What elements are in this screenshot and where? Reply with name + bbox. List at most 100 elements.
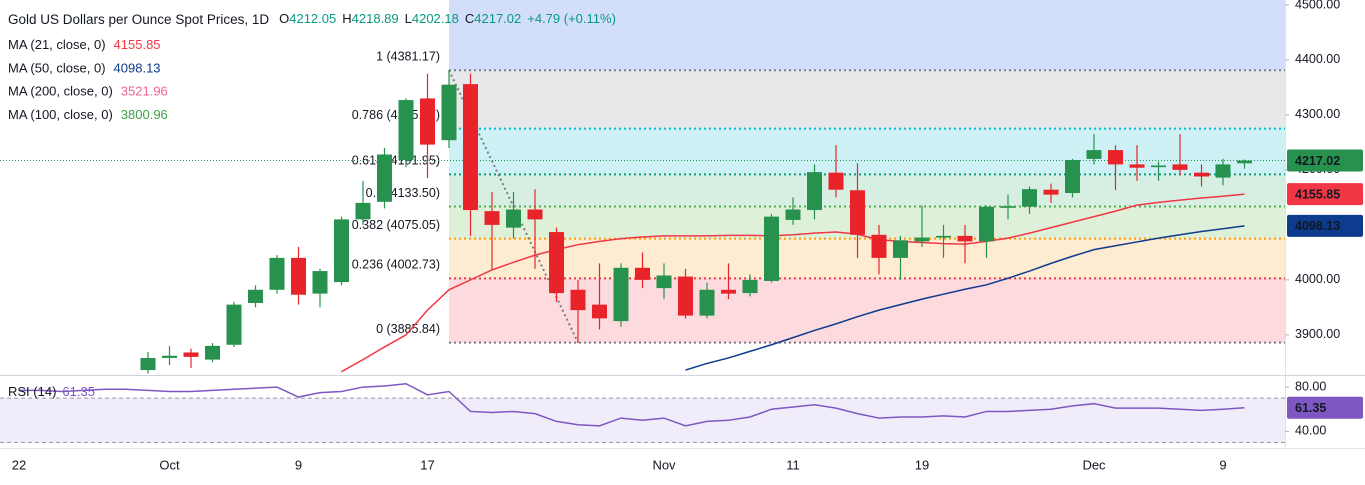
fib-label: 0.618 (4191.95) [352,154,440,168]
candle-body [355,202,371,220]
header: Gold US Dollars per Ounce Spot Prices, 1… [8,11,616,26]
y-tick-label: 4300.00 [1295,107,1340,121]
candle-body [1000,206,1016,208]
ohlc-letter: O [279,11,289,26]
x-tick-label: 17 [420,457,434,472]
ma-legend: MA (50, close, 0) 4098.13 [8,61,161,76]
x-tick-label: 22 [12,457,26,472]
candle-body [570,289,586,311]
candle-body [312,271,328,294]
candle-body [613,267,629,322]
candle-body [742,279,758,294]
candle-body [764,216,779,281]
candle-body [1129,164,1145,168]
chart-layer: 1 (4381.17) 0.786 (4275.17) 0.618 (4191.95… [0,0,1365,472]
candle-body [592,304,607,319]
ohlc-letter: H [342,11,351,26]
candle-body [957,235,973,242]
y-tick-label: 4400.00 [1295,52,1340,66]
candle-body [226,304,242,345]
candle-body [1151,165,1166,168]
candle-body [463,84,478,211]
candle-body [205,345,220,360]
ma-legend: MA (200, close, 0) 3521.96 [8,84,168,99]
candle-body [377,154,392,202]
candle-body [1237,160,1252,164]
candle-body [1065,160,1080,193]
candle-body [269,257,285,290]
candle-body [334,219,349,283]
ma-legend-name: MA (21, close, 0) [8,37,106,52]
candle-body [678,276,693,316]
candle-body [291,257,306,295]
candle-body [183,352,199,357]
candle-body [721,289,736,294]
candle-body [140,357,156,371]
candle-body [914,237,930,242]
y-tick-label: 4000.00 [1295,272,1340,286]
ohlc-value: 4212.05 [289,11,336,26]
candle-body [506,209,521,228]
candle-body [484,211,500,225]
candle-body [1215,164,1231,178]
x-tick-label: Dec [1082,457,1106,472]
fib-band [449,278,1285,343]
candle-body [871,234,887,258]
ma21-price-label-box [1287,183,1363,206]
ma50-price-label-box [1287,214,1363,237]
candle-body [656,275,672,289]
ma21-price-label: 4155.85 [1295,187,1340,201]
candle-body [699,289,715,316]
candle-body [893,240,908,258]
candle-body [398,100,414,161]
fib-label: 0.786 (4275.17) [352,108,440,122]
fib-label: 0 (3885.84) [376,322,440,336]
ma-legend: MA (21, close, 0) 4155.85 [8,37,161,52]
fib-band [449,206,1285,239]
ohlc-value: 4218.89 [352,11,399,26]
last-price-label: 4217.02 [1295,154,1340,168]
candle-body [936,235,951,238]
candle-body [785,209,801,220]
rsi-y-tick-label: 80.00 [1295,379,1326,393]
x-tick-label: Oct [159,457,180,472]
candle-body [441,84,457,141]
fib-label: 1 (4381.17) [376,50,440,64]
candle-body [1022,189,1037,207]
ohlc-letter: L [405,11,412,26]
ma-legend-name: MA (100, close, 0) [8,107,113,122]
candle-body [1194,172,1209,177]
ohlc-value: 4217.02 [474,11,521,26]
candle-body [162,355,177,358]
rsi-value-label: 61.35 [1295,401,1326,415]
fib-band [449,128,1285,175]
fib-label: 0.382 (4075.05) [352,218,440,232]
rsi-legend-value: 61.35 [62,384,95,399]
candle-body [1086,150,1102,159]
fib-band [449,238,1285,279]
candle-body [527,209,543,220]
ma-legend-name: MA (200, close, 0) [8,84,113,99]
fib-band [449,174,1285,207]
fib-band [449,70,1285,129]
candle-body [549,232,564,294]
rsi-line [19,382,1245,427]
candle-body [1172,164,1188,170]
change-label: +4.79 (+0.11%) [527,11,616,26]
rsi-legend-name: RSI (14) [8,384,56,399]
ma-legend-value: 4155.85 [114,37,161,52]
ma-legend-value: 3800.96 [121,107,168,122]
rsi-y-tick-label: 40.00 [1295,424,1326,438]
x-tick-label: 9 [295,457,302,472]
fib-band [449,0,1285,71]
rsi-value-box [1287,396,1363,419]
candle-body [420,98,435,145]
ma-legend-value: 3521.96 [121,84,168,99]
candle-body [850,190,865,235]
y-tick-label: 4500.00 [1295,0,1340,11]
fib-label: 0.236 (4002.73) [352,258,440,272]
fib-label: 0.5 (4133.50) [366,186,440,200]
chart-title: Gold US Dollars per Ounce Spot Prices, 1… [8,12,269,27]
last-price-label-box [1287,149,1363,172]
x-tick-label: 11 [786,457,800,472]
